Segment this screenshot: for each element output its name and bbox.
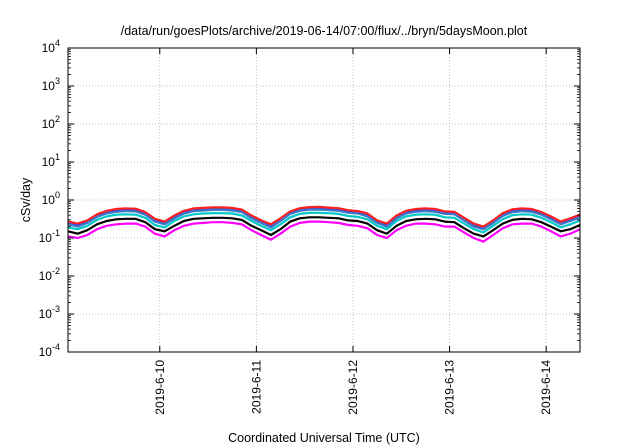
- y-tick-label: 10-2: [39, 266, 60, 283]
- series-line: [67, 216, 581, 238]
- series-line: [67, 211, 581, 234]
- x-tick-label: 2019-6-13: [443, 360, 457, 415]
- y-tick-label: 10-4: [39, 342, 60, 359]
- x-tick-label: 2019-6-10: [153, 360, 167, 415]
- y-tick-label: 100: [42, 190, 60, 207]
- y-tick-label: 104: [42, 38, 60, 55]
- x-axis-label: Coordinated Universal Time (UTC): [228, 431, 420, 445]
- series-line: [67, 220, 581, 243]
- series-line: [67, 208, 581, 231]
- y-tick-label: 103: [42, 76, 60, 93]
- series-line: [67, 205, 581, 228]
- y-tick-label: 10-1: [39, 228, 60, 245]
- x-tick-label: 2019-6-12: [346, 360, 360, 415]
- y-tick-label: 102: [42, 114, 60, 131]
- x-tick-label: 2019-6-11: [249, 360, 263, 414]
- grid: [68, 48, 580, 352]
- series-group: [67, 205, 581, 243]
- y-axis-label: cSv/day: [19, 177, 33, 222]
- y-axis: 10-4 10-3 10-2 10-1 100 101 102 103 104: [39, 38, 580, 359]
- chart-title: /data/run/goesPlots/archive/2019-06-14/0…: [121, 24, 528, 38]
- x-axis: 2019-6-10 2019-6-11 2019-6-12 2019-6-13 2019…: [153, 48, 553, 415]
- y-tick-label: 101: [42, 152, 60, 169]
- y-tick-label: 10-3: [39, 304, 60, 321]
- x-tick-label: 2019-6-14: [539, 360, 553, 415]
